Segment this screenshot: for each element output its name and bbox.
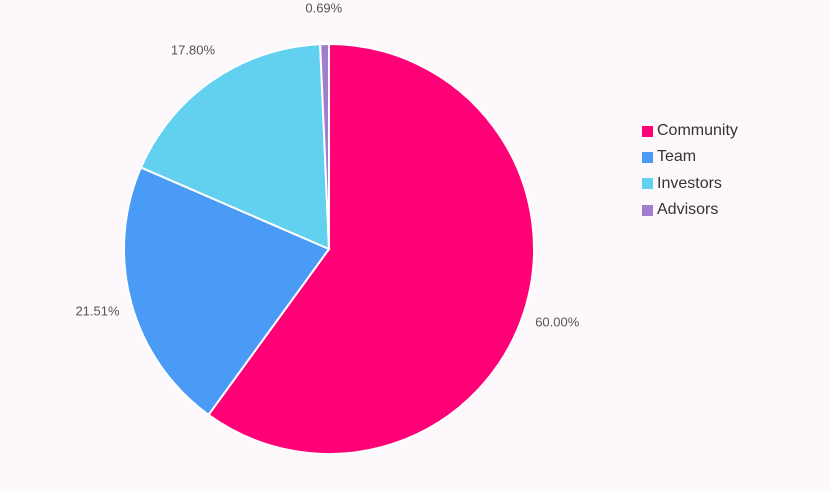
pie-label-community: 60.00% — [535, 315, 580, 330]
legend-label-team: Team — [657, 148, 697, 166]
legend-label-investors: Investors — [657, 174, 722, 192]
legend-item-investors[interactable]: Investors — [642, 171, 738, 197]
legend-label-community: Community — [657, 122, 738, 140]
pie-slice-community[interactable] — [207, 42, 535, 455]
pie-slice-advisors[interactable] — [319, 42, 330, 250]
legend-item-advisors[interactable]: Advisors — [642, 197, 738, 223]
pie-slices — [123, 42, 535, 455]
legend-swatch-investors — [642, 178, 653, 190]
pie-label-investors: 17.80% — [171, 43, 216, 58]
legend-swatch-advisors — [642, 204, 653, 216]
legend: Community Team Investors Advisors — [642, 118, 738, 223]
legend-swatch-community — [642, 125, 653, 137]
pie-labels: 60.00% 21.51% 17.80% 0.69% — [75, 0, 579, 329]
pie-slice-investors[interactable] — [139, 43, 331, 251]
pie-label-team: 21.51% — [75, 304, 120, 319]
legend-label-advisors: Advisors — [657, 201, 719, 219]
pie-slice-team[interactable] — [123, 166, 331, 417]
pie-label-advisors: 0.69% — [305, 0, 342, 15]
legend-item-team[interactable]: Team — [642, 144, 738, 170]
legend-item-community[interactable]: Community — [642, 118, 738, 144]
legend-swatch-team — [642, 151, 653, 163]
